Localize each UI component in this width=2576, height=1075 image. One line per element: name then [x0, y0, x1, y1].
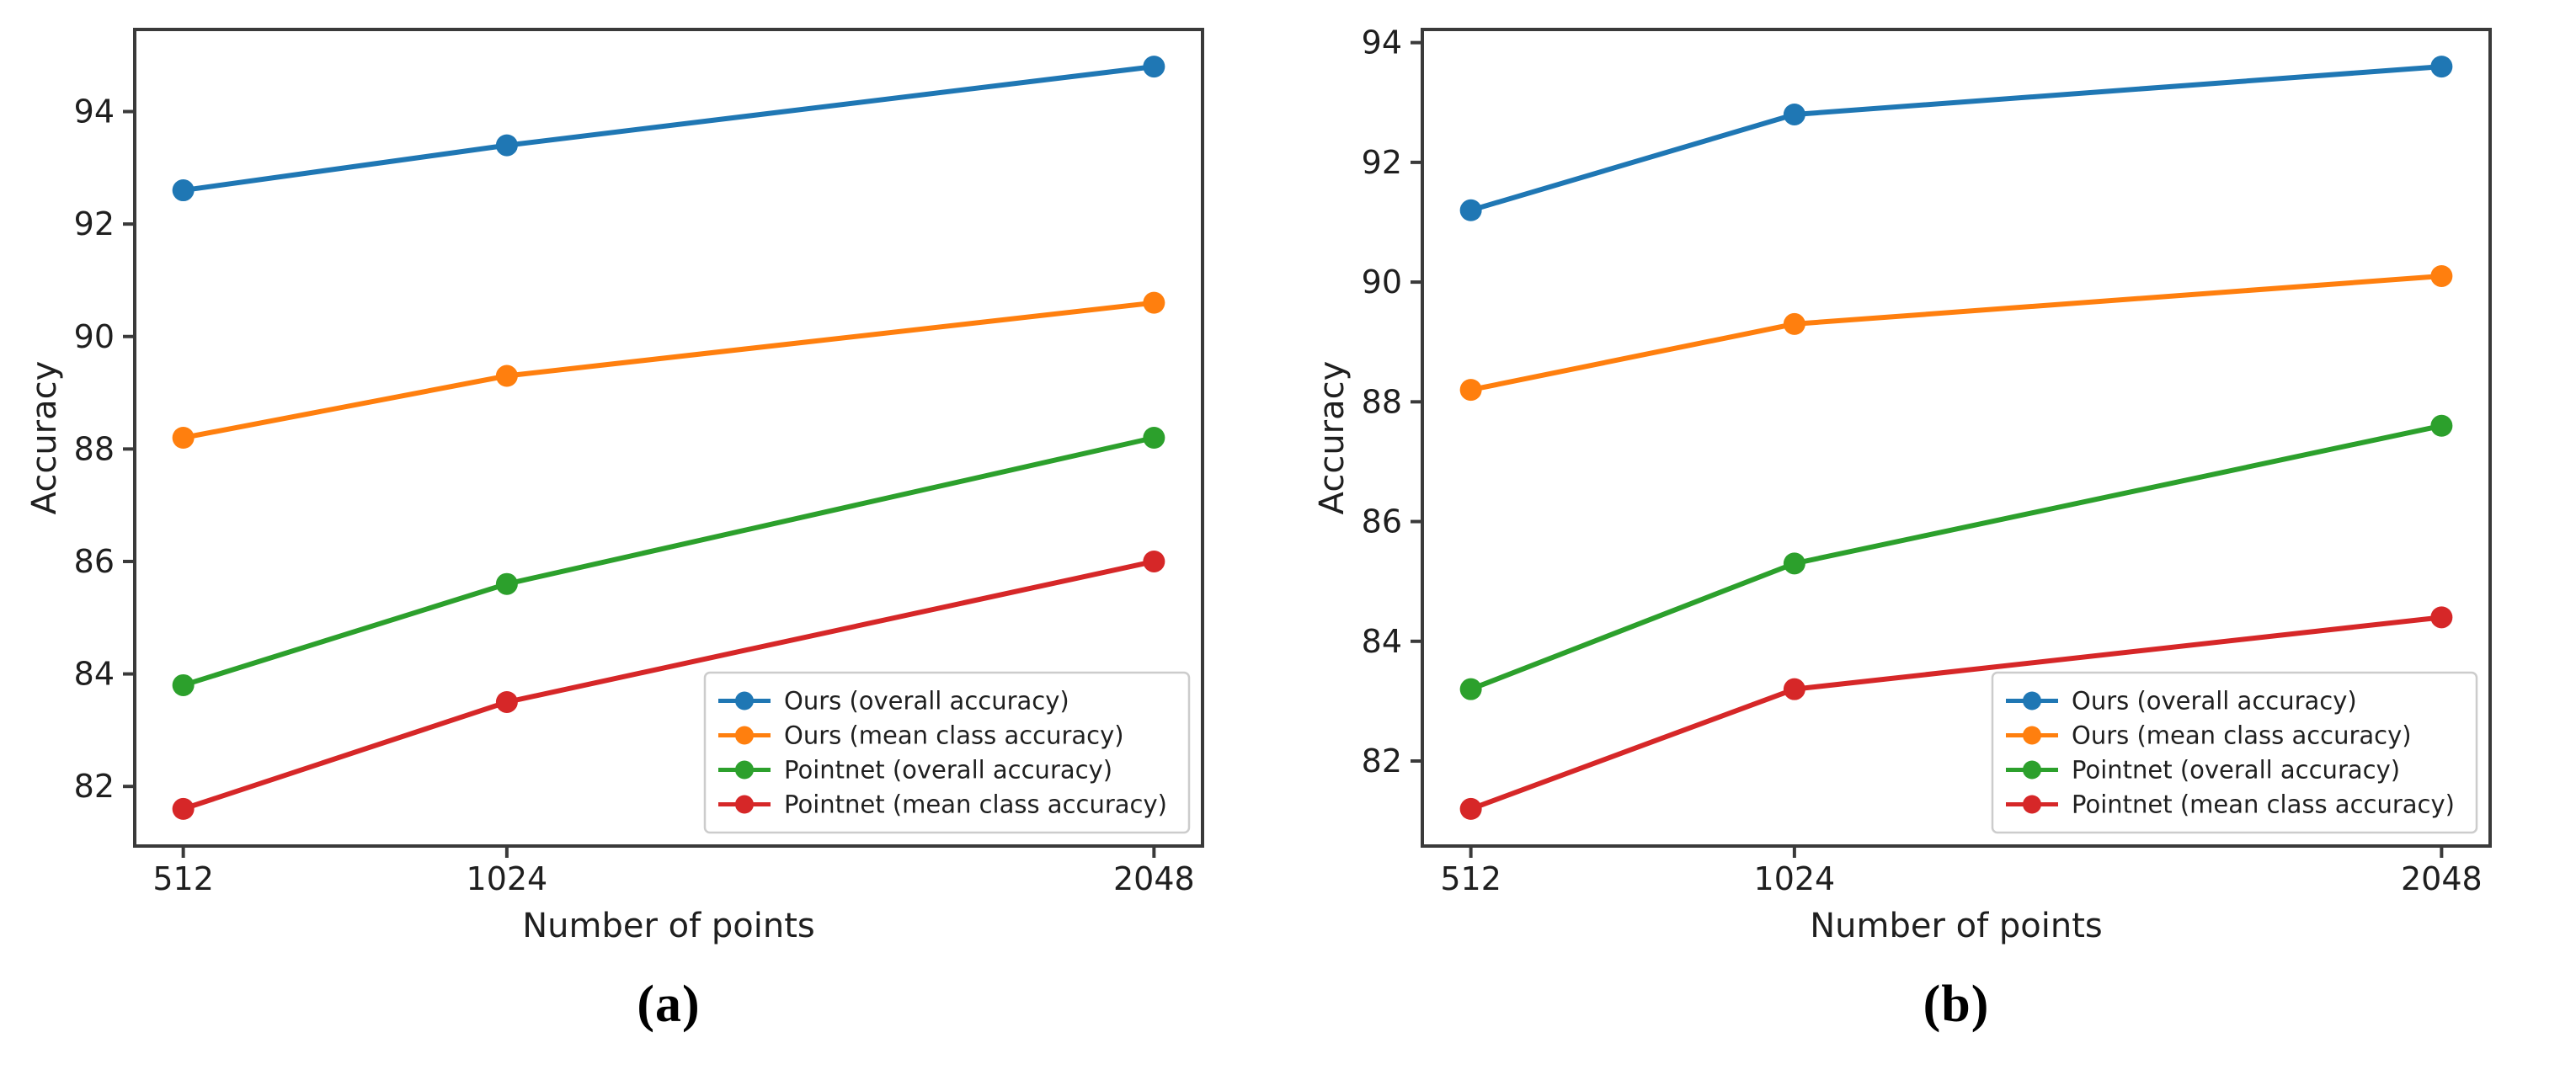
- x-tick-label: 512: [1440, 860, 1501, 897]
- x-tick-label: 2048: [2401, 860, 2483, 897]
- legend-sample-marker: [2023, 726, 2041, 745]
- panel-b: 82 84 86 88 90 92 94 512 1024 2048 Accuracy Number …: [1288, 0, 2576, 1075]
- legend-sample-marker: [735, 726, 754, 745]
- data-point-marker: [1783, 552, 1805, 575]
- data-point-marker: [1459, 379, 1482, 402]
- y-tick-label: 92: [74, 205, 115, 242]
- y-tick-label: 86: [74, 543, 115, 580]
- legend-item-label: Pointnet (mean class accuracy): [784, 790, 1167, 819]
- panel-a-caption: (a): [637, 976, 701, 1033]
- y-tick-label: 90: [74, 318, 115, 355]
- data-point-marker: [495, 572, 518, 595]
- legend-item-label: Ours (overall accuracy): [784, 687, 1069, 716]
- y-axis-label: Accuracy: [25, 361, 64, 515]
- y-tick-label: 84: [74, 656, 115, 693]
- chart-a-canvas: 82 84 86 88 90 92 94 512 1024 2048 Accuracy Number …: [25, 28, 1204, 945]
- data-point-marker: [172, 797, 195, 820]
- legend-sample-marker: [735, 691, 754, 710]
- legend-item-label: Pointnet (mean class accuracy): [2072, 790, 2455, 819]
- y-tick-label: 92: [1362, 144, 1402, 181]
- data-point-marker: [2430, 56, 2453, 78]
- data-point-marker: [1143, 56, 1165, 78]
- data-point-marker: [1459, 797, 1482, 820]
- y-tick-label: 82: [1362, 742, 1402, 780]
- y-tick-label: 84: [1362, 623, 1402, 660]
- y-tick-label: 86: [1362, 503, 1402, 540]
- legend-item-label: Ours (overall accuracy): [2072, 687, 2357, 716]
- chart-b-canvas: 82 84 86 88 90 92 94 512 1024 2048 Accuracy Number …: [1313, 24, 2492, 945]
- data-point-marker: [2430, 606, 2453, 629]
- panel-b-caption: (b): [1923, 976, 1990, 1033]
- y-tick-label: 82: [74, 768, 115, 805]
- y-tick-label: 90: [1362, 263, 1402, 301]
- data-point-marker: [1459, 678, 1482, 700]
- x-tick-label: 1024: [467, 860, 548, 897]
- data-point-marker: [1783, 312, 1805, 335]
- y-tick-label: 88: [1362, 383, 1402, 420]
- legend-box: [1991, 671, 2478, 834]
- data-point-marker: [172, 427, 195, 449]
- y-tick-label: 88: [74, 430, 115, 467]
- legend-item-label: Pointnet (overall accuracy): [784, 756, 1112, 785]
- data-point-marker: [1143, 427, 1165, 449]
- legend-sample-marker: [2023, 760, 2041, 780]
- data-point-marker: [2430, 414, 2453, 437]
- legend-item-label: Ours (mean class accuracy): [784, 721, 1124, 750]
- data-point-marker: [172, 179, 195, 202]
- legend-sample-marker: [735, 795, 754, 814]
- x-tick-label: 512: [152, 860, 214, 897]
- panel-a: 82 84 86 88 90 92 94 512 1024 2048 Accuracy Number …: [25, 28, 1204, 1033]
- y-tick-label: 94: [1362, 24, 1402, 61]
- data-point-marker: [495, 690, 518, 713]
- legend-item-label: Pointnet (overall accuracy): [2072, 756, 2400, 785]
- x-axis-label: Number of points: [1810, 907, 2103, 945]
- data-point-marker: [1783, 103, 1805, 125]
- data-point-marker: [495, 134, 518, 157]
- data-point-marker: [2430, 264, 2453, 287]
- x-tick-label: 1024: [1754, 860, 1836, 897]
- x-axis-label: Number of points: [522, 907, 815, 945]
- data-point-marker: [1783, 678, 1805, 700]
- legend-sample-marker: [2023, 795, 2041, 814]
- legend-item-label: Ours (mean class accuracy): [2072, 721, 2412, 750]
- data-point-marker: [1143, 291, 1165, 314]
- y-axis-label: Accuracy: [1313, 361, 1352, 515]
- y-tick-label: 94: [74, 93, 115, 130]
- legend-box: [703, 671, 1191, 834]
- legend-sample-marker: [735, 760, 754, 780]
- data-point-marker: [1459, 199, 1482, 221]
- data-point-marker: [1143, 550, 1165, 572]
- legend-sample-marker: [2023, 691, 2041, 710]
- data-point-marker: [495, 365, 518, 387]
- x-tick-label: 2048: [1113, 860, 1195, 897]
- data-point-marker: [172, 673, 195, 696]
